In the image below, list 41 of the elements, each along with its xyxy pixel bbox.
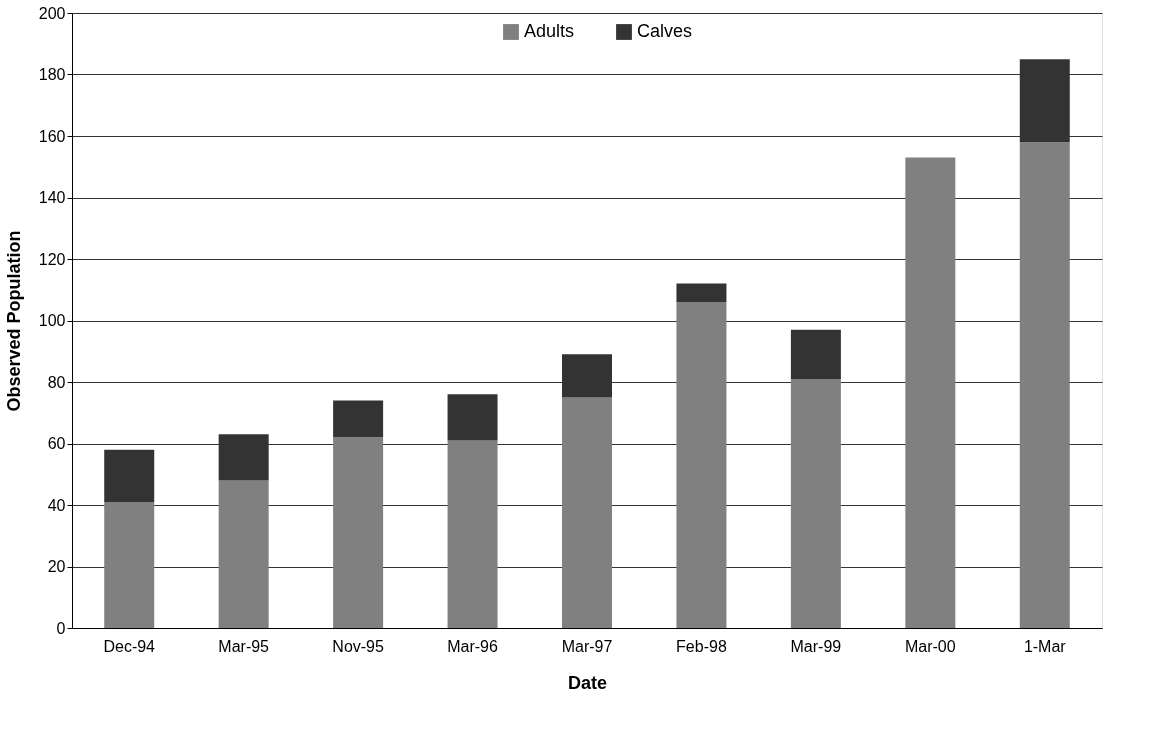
bar: [562, 354, 612, 398]
y-tick-label: 160: [38, 127, 66, 145]
bar: [562, 397, 612, 628]
bar: [1019, 59, 1070, 143]
legend-label: Adults: [524, 21, 575, 41]
bar: [1019, 142, 1070, 628]
x-tick-label: Feb-98: [676, 637, 727, 655]
legend-label: Calves: [637, 21, 693, 41]
bar: [447, 440, 498, 628]
bar: [333, 437, 384, 628]
y-tick-label: 40: [47, 496, 66, 514]
bar: [333, 400, 384, 438]
x-tick-label: Mar-95: [218, 637, 270, 655]
y-tick-label: 60: [47, 435, 66, 452]
bar: [676, 302, 727, 628]
y-tick-label: 180: [38, 66, 66, 83]
bar: [218, 480, 269, 628]
bar: [676, 283, 727, 303]
y-tick-label: 20: [47, 558, 66, 575]
y-tick-label: 0: [56, 619, 66, 637]
x-tick-label: Nov-95: [332, 637, 384, 655]
x-tick-label: Mar-96: [447, 637, 498, 655]
y-tick-label: 200: [38, 4, 66, 22]
bar: [104, 501, 155, 628]
bar: [790, 378, 841, 628]
x-tick-label: Mar-00: [904, 637, 956, 655]
bar: [447, 394, 498, 441]
x-tick-label: Dec-94: [103, 637, 156, 655]
x-tick-label: Mar-97: [561, 637, 613, 655]
y-tick-label: 100: [38, 312, 66, 329]
x-tick-label: Mar-99: [790, 637, 842, 655]
y-axis-title: Observed Population: [3, 230, 24, 412]
bar: [790, 329, 841, 379]
bar: [218, 434, 269, 481]
bar: [905, 157, 956, 628]
y-tick-label: 120: [38, 250, 66, 268]
y-tick-label: 140: [38, 189, 66, 206]
y-tick-label: 80: [47, 373, 66, 391]
x-axis-title: Date: [567, 672, 608, 693]
x-tick-label: 1-Mar: [1023, 637, 1067, 655]
bar: [104, 449, 155, 502]
